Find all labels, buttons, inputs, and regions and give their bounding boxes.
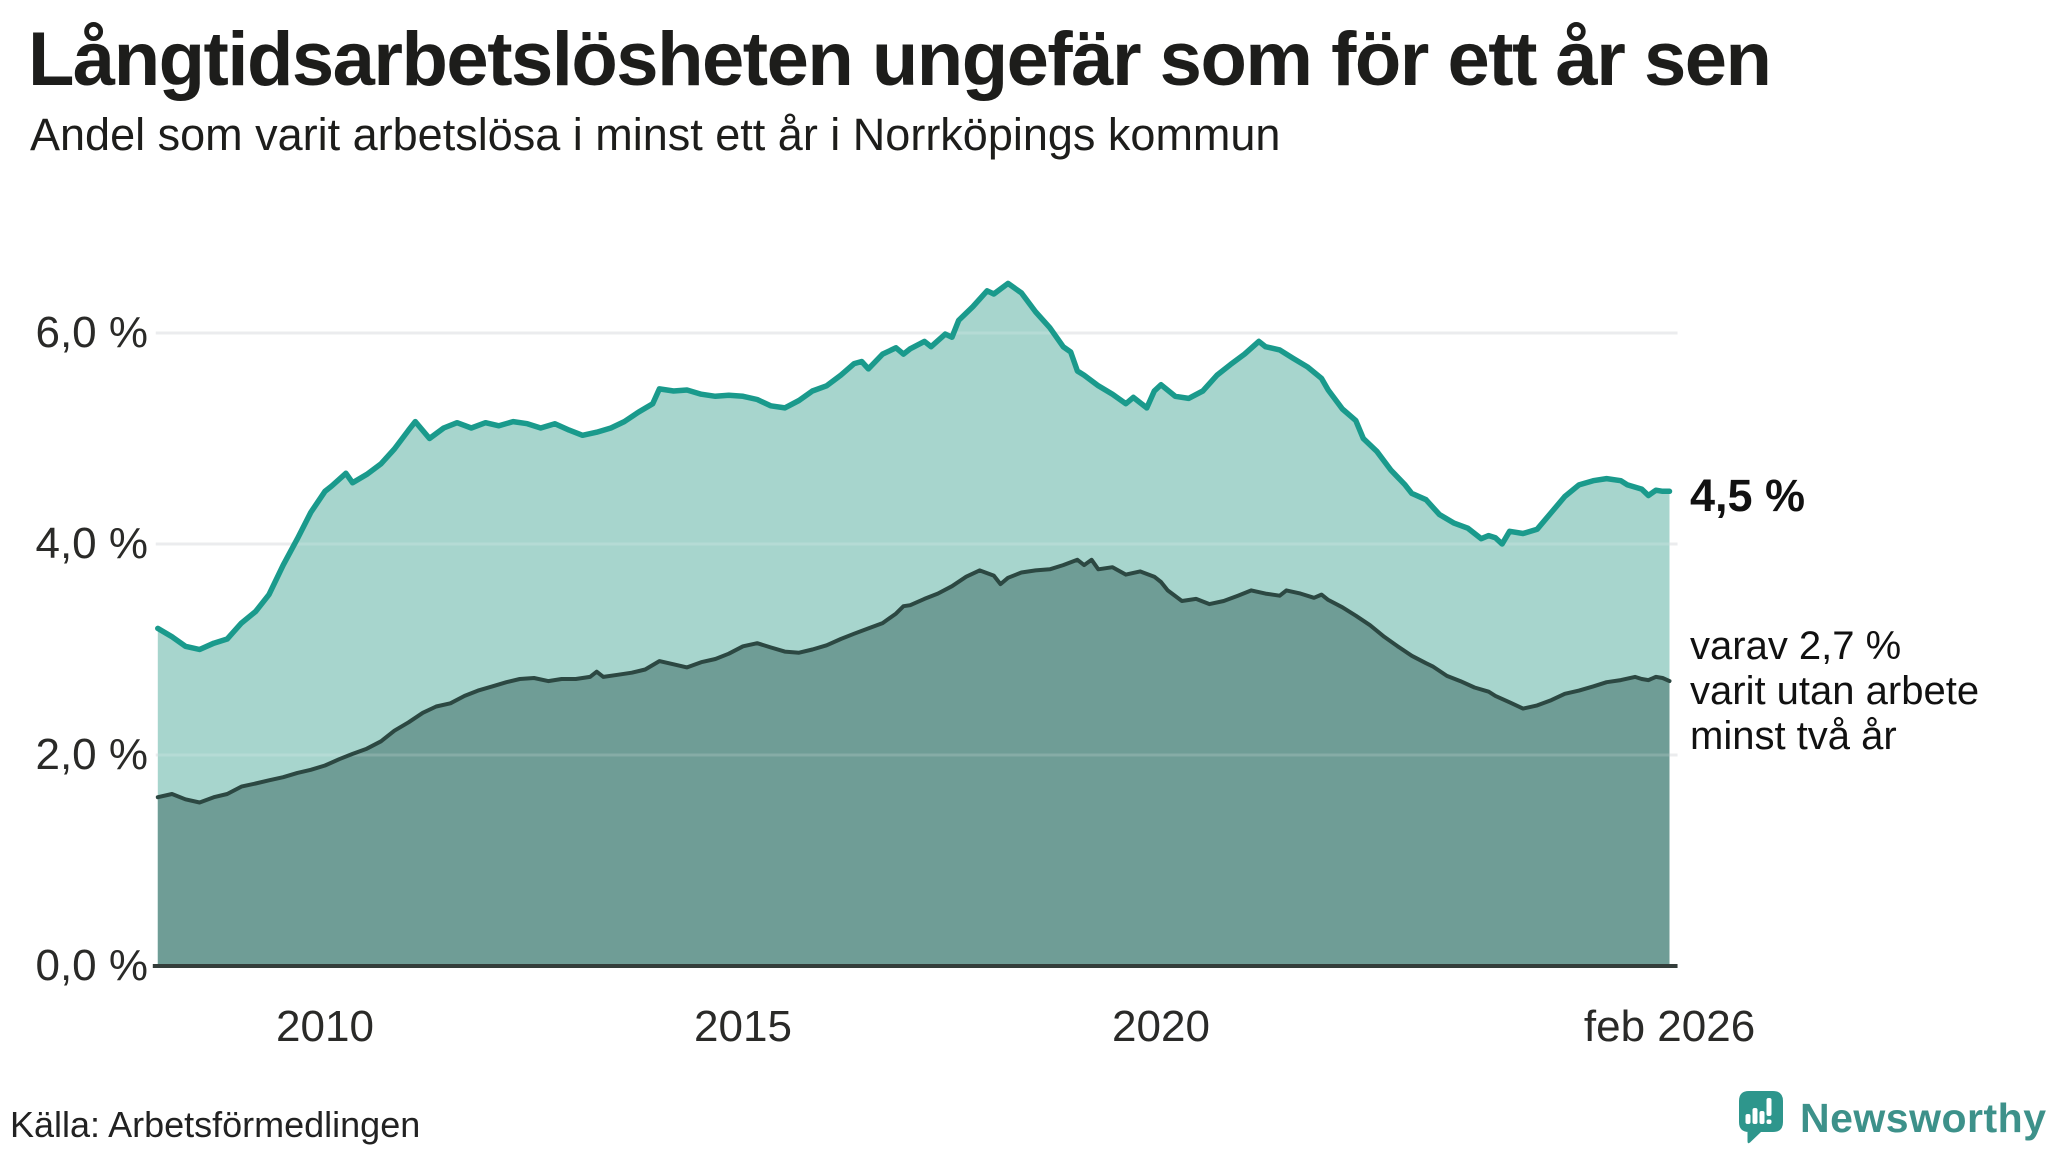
newsworthy-logo-icon [1739,1091,1783,1144]
x-tick-label: 2010 [276,1002,374,1051]
y-tick-label: 0,0 % [35,941,148,990]
y-tick-label: 6,0 % [35,308,148,357]
x-tick-label: 2015 [694,1002,792,1051]
series2-note-line1: varav 2,7 % [1690,624,1902,668]
logo-exclamation-dot [1766,1119,1772,1124]
logo-bar-1 [1745,1114,1751,1124]
logo-exclamation-bar [1766,1098,1772,1116]
line-series-1 [155,280,1673,653]
newsworthy-branding: Newsworthy [1738,1090,2047,1146]
y-tick-label: 2,0 % [35,730,148,779]
series2-note-line3: minst två år [1690,713,1897,758]
y-tick-label: 4,0 % [35,519,148,568]
source-note: Källa: Arbetsförmedlingen [10,1104,421,1145]
x-tick-label: 2020 [1112,1002,1210,1051]
series2-note: varav 2,7 % varit utan arbete minst två … [1690,624,1979,758]
line-series-2 [155,557,1672,805]
latest-value-label: 4,5 % [1690,470,1806,521]
page-subtitle: Andel som varit arbetslösa i minst ett å… [30,109,1281,160]
area-series-2 [157,559,1670,966]
logo-bar-2 [1752,1108,1758,1124]
newsworthy-wordmark: Newsworthy [1800,1094,2047,1141]
logo-bar-3 [1759,1111,1765,1124]
x-tick-label: feb 2026 [1583,1002,1756,1051]
series2-note-line2: varit utan arbete [1690,668,1980,713]
page-title: Långtidsarbetslösheten ungefär som för e… [28,17,1772,102]
